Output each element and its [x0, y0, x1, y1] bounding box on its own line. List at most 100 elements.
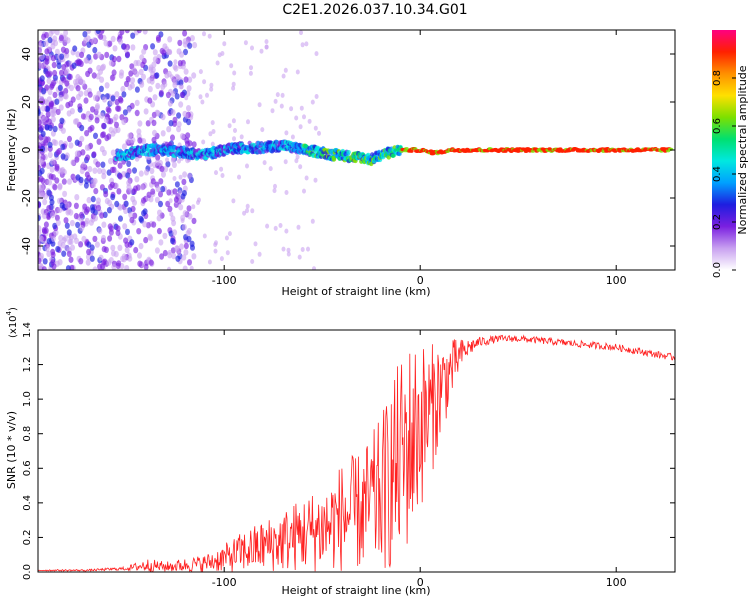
- spectrogram-point: [192, 41, 198, 49]
- spectrogram-point: [180, 193, 186, 200]
- spectrogram-point: [119, 30, 125, 36]
- spectrogram-point: [317, 130, 321, 136]
- spectrogram-point: [121, 91, 127, 98]
- spectrogram-point: [94, 241, 100, 248]
- spectrogram-point: [96, 51, 102, 58]
- spectrogram-point: [57, 259, 63, 266]
- spectrogram-point: [182, 210, 188, 217]
- spectrogram-point: [43, 40, 49, 47]
- spectrogram-point: [77, 103, 83, 110]
- spectrogram-point: [120, 85, 126, 93]
- spectrogram-point: [171, 219, 177, 227]
- spectrogram-point: [177, 158, 181, 164]
- spectrogram-point: [48, 101, 54, 108]
- spectrogram-point: [46, 213, 51, 220]
- spectrogram-point: [219, 166, 224, 172]
- spectrogram-point: [86, 248, 92, 256]
- colorbar-scale: [712, 30, 736, 270]
- spectrogram-point: [120, 255, 125, 263]
- snr-y-tick-label: 0.8: [22, 426, 33, 442]
- spectrogram-point: [159, 165, 165, 173]
- spectrogram-point: [116, 260, 122, 267]
- spectrogram-point: [124, 241, 130, 248]
- spectrogram-point: [273, 225, 278, 231]
- spectrogram-point: [136, 59, 141, 67]
- spectrogram-point: [165, 161, 171, 168]
- spectrogram-point: [201, 139, 206, 145]
- spectrogram-point: [72, 233, 78, 240]
- spectrogram-point: [151, 119, 157, 127]
- spectrogram-point: [151, 136, 157, 144]
- spectrogram-point: [100, 161, 106, 168]
- spectrogram-point: [139, 54, 145, 61]
- spectrogram-point: [42, 228, 47, 235]
- spectrogram-point: [62, 190, 68, 198]
- spectrogram-point: [270, 108, 275, 114]
- spectrogram-point: [172, 63, 178, 71]
- spectrogram-point: [283, 67, 288, 73]
- spectrogram-point: [150, 43, 156, 50]
- spectrogram-point: [99, 76, 105, 83]
- spectrogram-point: [91, 151, 97, 158]
- spectrogram-point: [138, 242, 144, 250]
- spectrogram-point: [135, 184, 141, 191]
- spectrogram-point: [173, 59, 178, 65]
- spectrogram-point: [242, 210, 247, 216]
- spectrogram-point: [179, 133, 185, 140]
- spectrogram-point: [96, 90, 102, 98]
- spectrogram-point: [169, 74, 174, 80]
- spectrogram-point: [69, 84, 74, 92]
- spectrogram-point: [62, 235, 68, 242]
- spectrogram-point: [68, 100, 74, 107]
- spectrogram-point: [168, 120, 174, 127]
- spectrogram-point: [59, 168, 65, 175]
- spectrogram-point: [89, 255, 95, 262]
- spectrogram-point: [64, 61, 70, 68]
- spectrogram-point: [167, 266, 171, 270]
- spectrogram-x-label: Height of straight line (km): [281, 285, 430, 298]
- spectrogram-y-tick-label: -20: [20, 189, 33, 207]
- spectrogram-point: [127, 255, 133, 262]
- spectrogram-point: [83, 97, 89, 104]
- spectrogram-point: [49, 166, 55, 173]
- snr-series-line: [38, 334, 675, 572]
- spectrogram-point: [89, 204, 95, 211]
- spectrogram-point: [167, 249, 172, 255]
- snr-y-tick-label: 1.4: [22, 322, 33, 338]
- spectrogram-point: [63, 35, 69, 43]
- spectrogram-point: [124, 265, 130, 270]
- spectrogram-point: [61, 178, 67, 185]
- spectrogram-point: [43, 221, 49, 228]
- spectrogram-point: [38, 158, 44, 165]
- spectrogram-point: [93, 187, 99, 195]
- spectrogram-point: [52, 35, 58, 42]
- spectrogram-point: [168, 49, 173, 55]
- spectrogram-point: [113, 182, 119, 190]
- spectrogram-y-ticks: -40 -20 0 20 40: [20, 47, 675, 255]
- spectrogram-point: [90, 106, 95, 113]
- spectrogram-point: [136, 128, 142, 135]
- spectrogram-point: [84, 130, 90, 137]
- spectrogram-point: [158, 239, 164, 246]
- spectrogram-point: [54, 177, 60, 184]
- spectrogram-point: [38, 108, 41, 115]
- spectrogram-point: [102, 96, 107, 103]
- spectrogram-point: [310, 99, 315, 105]
- spectrogram-point: [118, 215, 123, 222]
- spectrogram-point: [208, 131, 213, 137]
- spectrogram-point: [38, 201, 41, 208]
- spectrogram-point: [108, 157, 113, 165]
- spectrogram-point: [298, 124, 303, 130]
- spectrogram-point: [79, 51, 85, 58]
- spectrogram-point: [122, 223, 128, 230]
- spectrogram-point: [150, 188, 156, 195]
- spectrogram-point: [58, 104, 64, 111]
- spectrogram-point: [302, 114, 306, 120]
- spectrogram-point: [50, 240, 56, 247]
- spectrogram-point: [304, 41, 309, 47]
- spectrogram-point: [61, 250, 67, 257]
- spectrogram-point: [281, 246, 286, 252]
- spectrogram-point: [60, 143, 66, 151]
- spectrogram-point: [178, 174, 183, 180]
- spectrogram-point: [96, 138, 102, 145]
